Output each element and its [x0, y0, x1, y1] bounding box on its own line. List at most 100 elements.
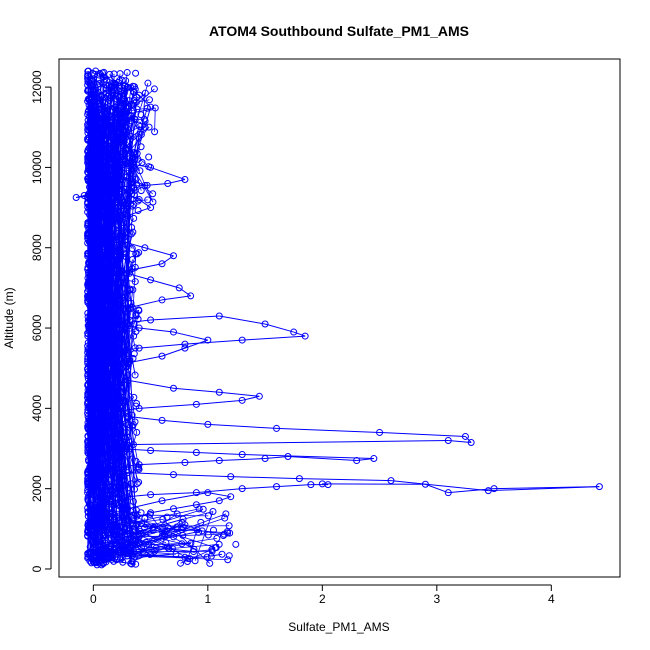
- data-point: [307, 481, 315, 489]
- series-line-segment: [196, 399, 243, 405]
- series-line-segment: [425, 483, 449, 494]
- x-tick-label: 0: [90, 592, 97, 606]
- series-line-segment: [219, 496, 231, 502]
- y-tick-label: 2000: [30, 475, 44, 502]
- data-point: [181, 175, 189, 183]
- data-point: [89, 199, 97, 207]
- data-point: [206, 559, 214, 567]
- data-point: [164, 524, 172, 532]
- series-connector-line: [91, 418, 104, 502]
- series-line-segment: [299, 478, 392, 482]
- data-point: [130, 214, 138, 222]
- data-point: [215, 497, 223, 505]
- data-point: [130, 149, 138, 157]
- data-point: [238, 336, 246, 344]
- series-connector-line: [93, 90, 134, 106]
- data-point: [124, 505, 132, 513]
- data-point: [140, 524, 148, 532]
- data-point: [192, 489, 200, 497]
- data-point: [144, 79, 152, 87]
- series-line-segment: [150, 508, 174, 514]
- series-connector-line: [106, 171, 109, 182]
- data-point: [221, 514, 229, 522]
- data-point: [116, 128, 124, 136]
- series-line-segment: [116, 239, 146, 249]
- data-point: [91, 93, 99, 101]
- data-point: [181, 340, 189, 348]
- series-connector-line: [102, 516, 167, 544]
- series-connector-line: [95, 542, 191, 559]
- data-point: [147, 447, 155, 455]
- series-line-segment: [219, 458, 266, 462]
- data-point: [164, 179, 172, 187]
- data-point: [204, 420, 212, 428]
- data-point: [86, 235, 94, 243]
- series-line-segment: [115, 126, 146, 148]
- data-point: [192, 400, 200, 408]
- data-point: [119, 155, 127, 163]
- data-point: [204, 336, 212, 344]
- data-point: [158, 296, 166, 304]
- data-point: [137, 187, 145, 195]
- data-point: [94, 522, 102, 530]
- data-point: [284, 453, 292, 461]
- data-point: [158, 260, 166, 268]
- data-point: [177, 559, 185, 567]
- series-connector-line: [115, 329, 120, 401]
- series-connector-line: [106, 108, 138, 208]
- series-connector-line: [93, 85, 126, 186]
- data-point: [129, 440, 137, 448]
- series-connector-line: [89, 364, 114, 449]
- series-line-segment: [207, 492, 231, 498]
- series-line-segment: [161, 255, 174, 265]
- data-point: [94, 83, 102, 91]
- data-point: [204, 531, 212, 539]
- data-point: [467, 438, 475, 446]
- data-point: [95, 183, 103, 191]
- data-point: [147, 491, 155, 499]
- data-point: [150, 85, 158, 93]
- data-point: [147, 204, 155, 212]
- x-tick-label: 1: [204, 592, 211, 606]
- data-point: [129, 228, 137, 236]
- data-point: [169, 328, 177, 336]
- data-point: [215, 457, 223, 465]
- series-connector-line: [126, 256, 130, 362]
- data-point: [108, 553, 116, 561]
- data-point: [353, 457, 361, 465]
- data-point: [209, 507, 217, 515]
- series-line-segment: [144, 182, 168, 186]
- series-line-segment: [97, 530, 108, 538]
- data-point: [147, 509, 155, 517]
- series-connector-line: [88, 148, 94, 312]
- data-point: [84, 292, 92, 300]
- series-connector-line: [123, 126, 141, 159]
- data-point: [135, 196, 143, 204]
- data-point: [130, 350, 138, 358]
- series-line-segment: [150, 315, 220, 321]
- data-point: [131, 263, 139, 271]
- series-line-segment: [133, 439, 449, 445]
- series-line-segment: [127, 162, 151, 168]
- data-point: [135, 461, 143, 469]
- series-line-segment: [219, 391, 260, 397]
- series-line-segment: [161, 295, 191, 301]
- data-point: [169, 252, 177, 260]
- data-point: [181, 459, 189, 467]
- series-connector-line: [123, 93, 139, 202]
- series-connector-line: [118, 107, 148, 113]
- data-point: [92, 557, 100, 565]
- series-line-segment: [139, 536, 174, 544]
- data-point: [126, 316, 134, 324]
- data-point: [112, 541, 120, 549]
- data-point: [92, 67, 100, 75]
- data-point: [290, 328, 298, 336]
- series-line-segment: [242, 486, 277, 490]
- plot-frame: [58, 58, 621, 578]
- data-point: [99, 521, 107, 529]
- data-point: [131, 278, 139, 286]
- data-point: [92, 511, 100, 519]
- series-line-segment: [207, 423, 277, 429]
- series-connector-line: [97, 323, 105, 391]
